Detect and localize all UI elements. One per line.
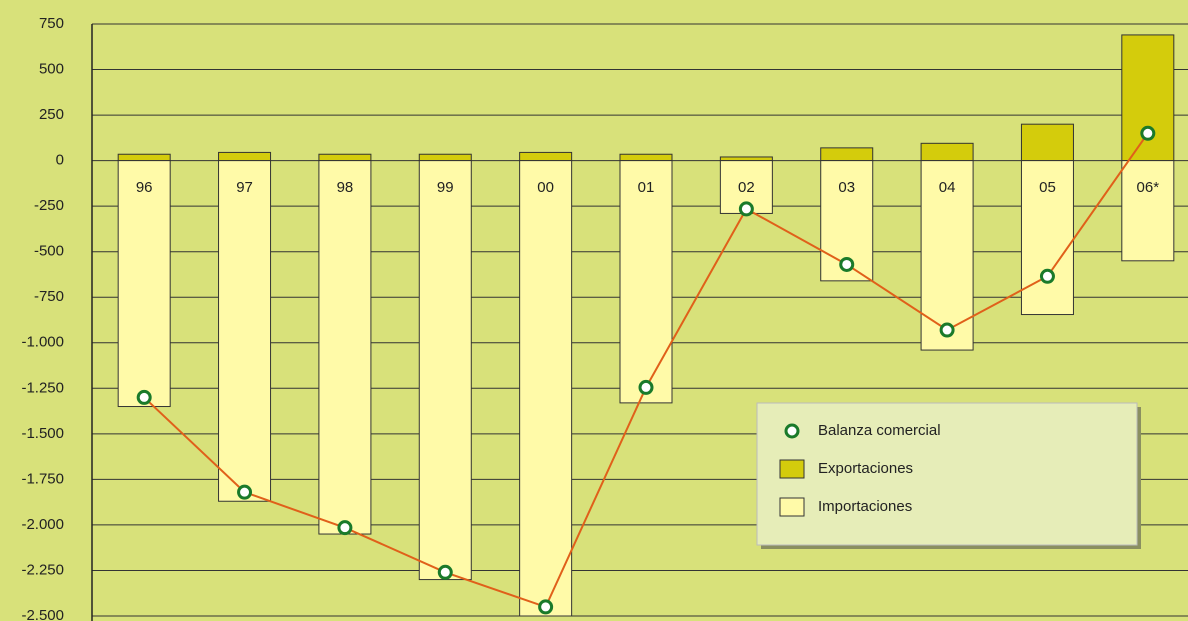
x-tick-label: 98 [337,179,354,196]
x-tick-label: 01 [638,179,655,196]
x-tick-label: 99 [437,179,454,196]
marker [337,520,353,536]
bar [1020,123,1074,162]
marker [1140,125,1156,141]
y-tick-label: -750 [34,288,64,305]
marker [237,484,253,500]
y-tick-label: 500 [39,61,64,78]
marker [437,564,453,580]
bar [418,160,472,581]
bar [820,147,874,162]
x-tick-label: 00 [537,179,554,196]
y-tick-label: -250 [34,197,64,214]
x-tick-label: 06* [1137,179,1160,196]
legend [756,402,1138,546]
x-tick-label: 96 [136,179,153,196]
marker [1039,268,1055,284]
bar [318,160,372,535]
bar [1020,160,1074,316]
bar [218,151,272,162]
legend-label: Importaciones [818,498,912,515]
y-tick-label: 750 [39,15,64,32]
x-tick-label: 03 [838,179,855,196]
bar [1121,160,1175,262]
legend-marker [784,423,800,439]
y-tick-label: -2.000 [21,516,64,533]
legend-label: Exportaciones [818,460,913,477]
bar [218,160,272,502]
marker [638,379,654,395]
bar [418,153,472,162]
x-tick-label: 04 [939,179,956,196]
bar [719,156,773,162]
bar [619,160,673,404]
legend-swatch [779,497,805,517]
legend-swatch [779,459,805,479]
y-tick-label: 250 [39,106,64,123]
bar [117,153,171,162]
y-tick-label: -500 [34,243,64,260]
marker [839,256,855,272]
y-tick-label: -1.750 [21,470,64,487]
bar [519,160,573,617]
bar [318,153,372,162]
y-tick-label: -2.500 [21,607,64,621]
bar [1121,34,1175,162]
legend-label: Balanza comercial [818,422,941,439]
x-tick-label: 05 [1039,179,1056,196]
marker [939,322,955,338]
y-tick-label: 0 [56,152,64,169]
marker [136,389,152,405]
bar [519,151,573,162]
x-tick-label: 97 [236,179,253,196]
y-tick-label: -1.000 [21,334,64,351]
marker [538,599,554,615]
y-tick-label: -2.250 [21,561,64,578]
x-tick-label: 02 [738,179,755,196]
bar [619,153,673,162]
marker [738,201,754,217]
y-tick-label: -1.250 [21,379,64,396]
bar [920,142,974,162]
bar [117,160,171,408]
y-tick-label: -1.500 [21,425,64,442]
